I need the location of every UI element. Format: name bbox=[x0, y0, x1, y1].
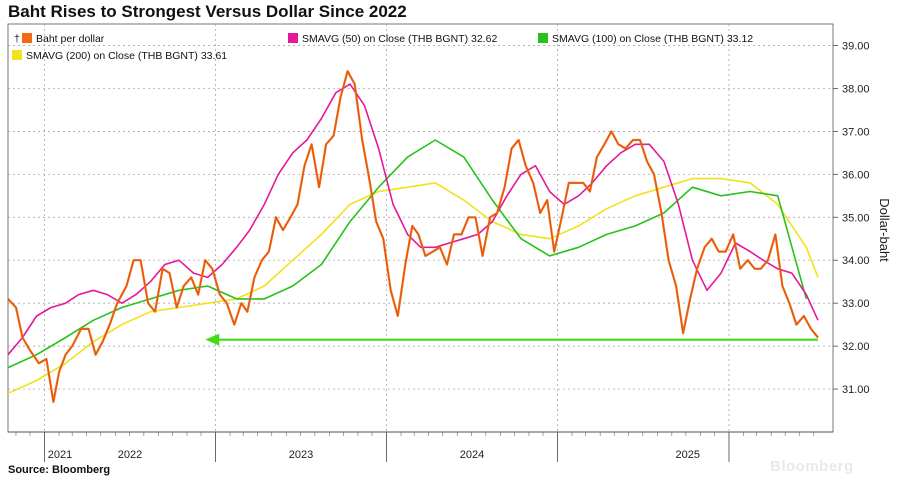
y-axis: 39.00 38.00 37.00 36.00 35.00 34.00 33.00 32.00… bbox=[833, 40, 870, 396]
y-tick-label: 39.00 bbox=[842, 40, 870, 52]
legend-label-3: SMAVG (200) on Close (THB BGNT) 33.61 bbox=[26, 50, 227, 62]
y-tick-label: 31.00 bbox=[842, 384, 870, 396]
legend-swatch-1 bbox=[288, 33, 298, 43]
support-arrow-head bbox=[205, 333, 220, 346]
x-year-label: 2023 bbox=[289, 449, 313, 461]
y-tick-label: 38.00 bbox=[842, 83, 870, 95]
y-tick-label: 36.00 bbox=[842, 169, 870, 181]
x-year-label: 2025 bbox=[676, 449, 700, 461]
legend-swatch-0 bbox=[22, 33, 32, 43]
y-axis-title: Dollar-baht bbox=[877, 198, 892, 262]
y-tick-label: 37.00 bbox=[842, 126, 870, 138]
y-tick-label: 35.00 bbox=[842, 212, 870, 224]
series-layer bbox=[7, 70, 819, 403]
legend-swatch-2 bbox=[538, 33, 548, 43]
chart-title: Baht Rises to Strongest Versus Dollar Si… bbox=[8, 2, 407, 21]
plot-frame bbox=[7, 23, 834, 433]
y-tick-label: 34.00 bbox=[842, 255, 870, 267]
series-line-1 bbox=[7, 83, 819, 356]
bloomberg-watermark: Bloomberg bbox=[770, 458, 854, 475]
annotation-layer bbox=[205, 333, 818, 346]
legend: † Baht per dollar SMAVG (50) on Close (THB… bbox=[12, 33, 753, 62]
legend-label-2: SMAVG (100) on Close (THB BGNT) 33.12 bbox=[552, 33, 753, 45]
series-line-0-detail bbox=[7, 70, 819, 402]
y-tick-label: 33.00 bbox=[842, 298, 870, 310]
x-year-label: 2021 bbox=[48, 449, 72, 461]
source-note: Source: Bloomberg bbox=[8, 464, 111, 476]
legend-label-1: SMAVG (50) on Close (THB BGNT) 32.62 bbox=[302, 33, 497, 45]
gridlines bbox=[8, 24, 833, 432]
series-line-2 bbox=[7, 139, 808, 369]
legend-pin-icon: † bbox=[14, 33, 20, 45]
x-year-label: 2024 bbox=[460, 449, 484, 461]
legend-label-0: Baht per dollar bbox=[36, 33, 105, 45]
legend-swatch-3 bbox=[12, 50, 22, 60]
series-line-3 bbox=[7, 177, 819, 395]
y-tick-label: 32.00 bbox=[842, 341, 870, 353]
x-axis: 2021 2022 2023 2024 2025 bbox=[8, 431, 833, 462]
x-year-label: 2022 bbox=[118, 449, 142, 461]
